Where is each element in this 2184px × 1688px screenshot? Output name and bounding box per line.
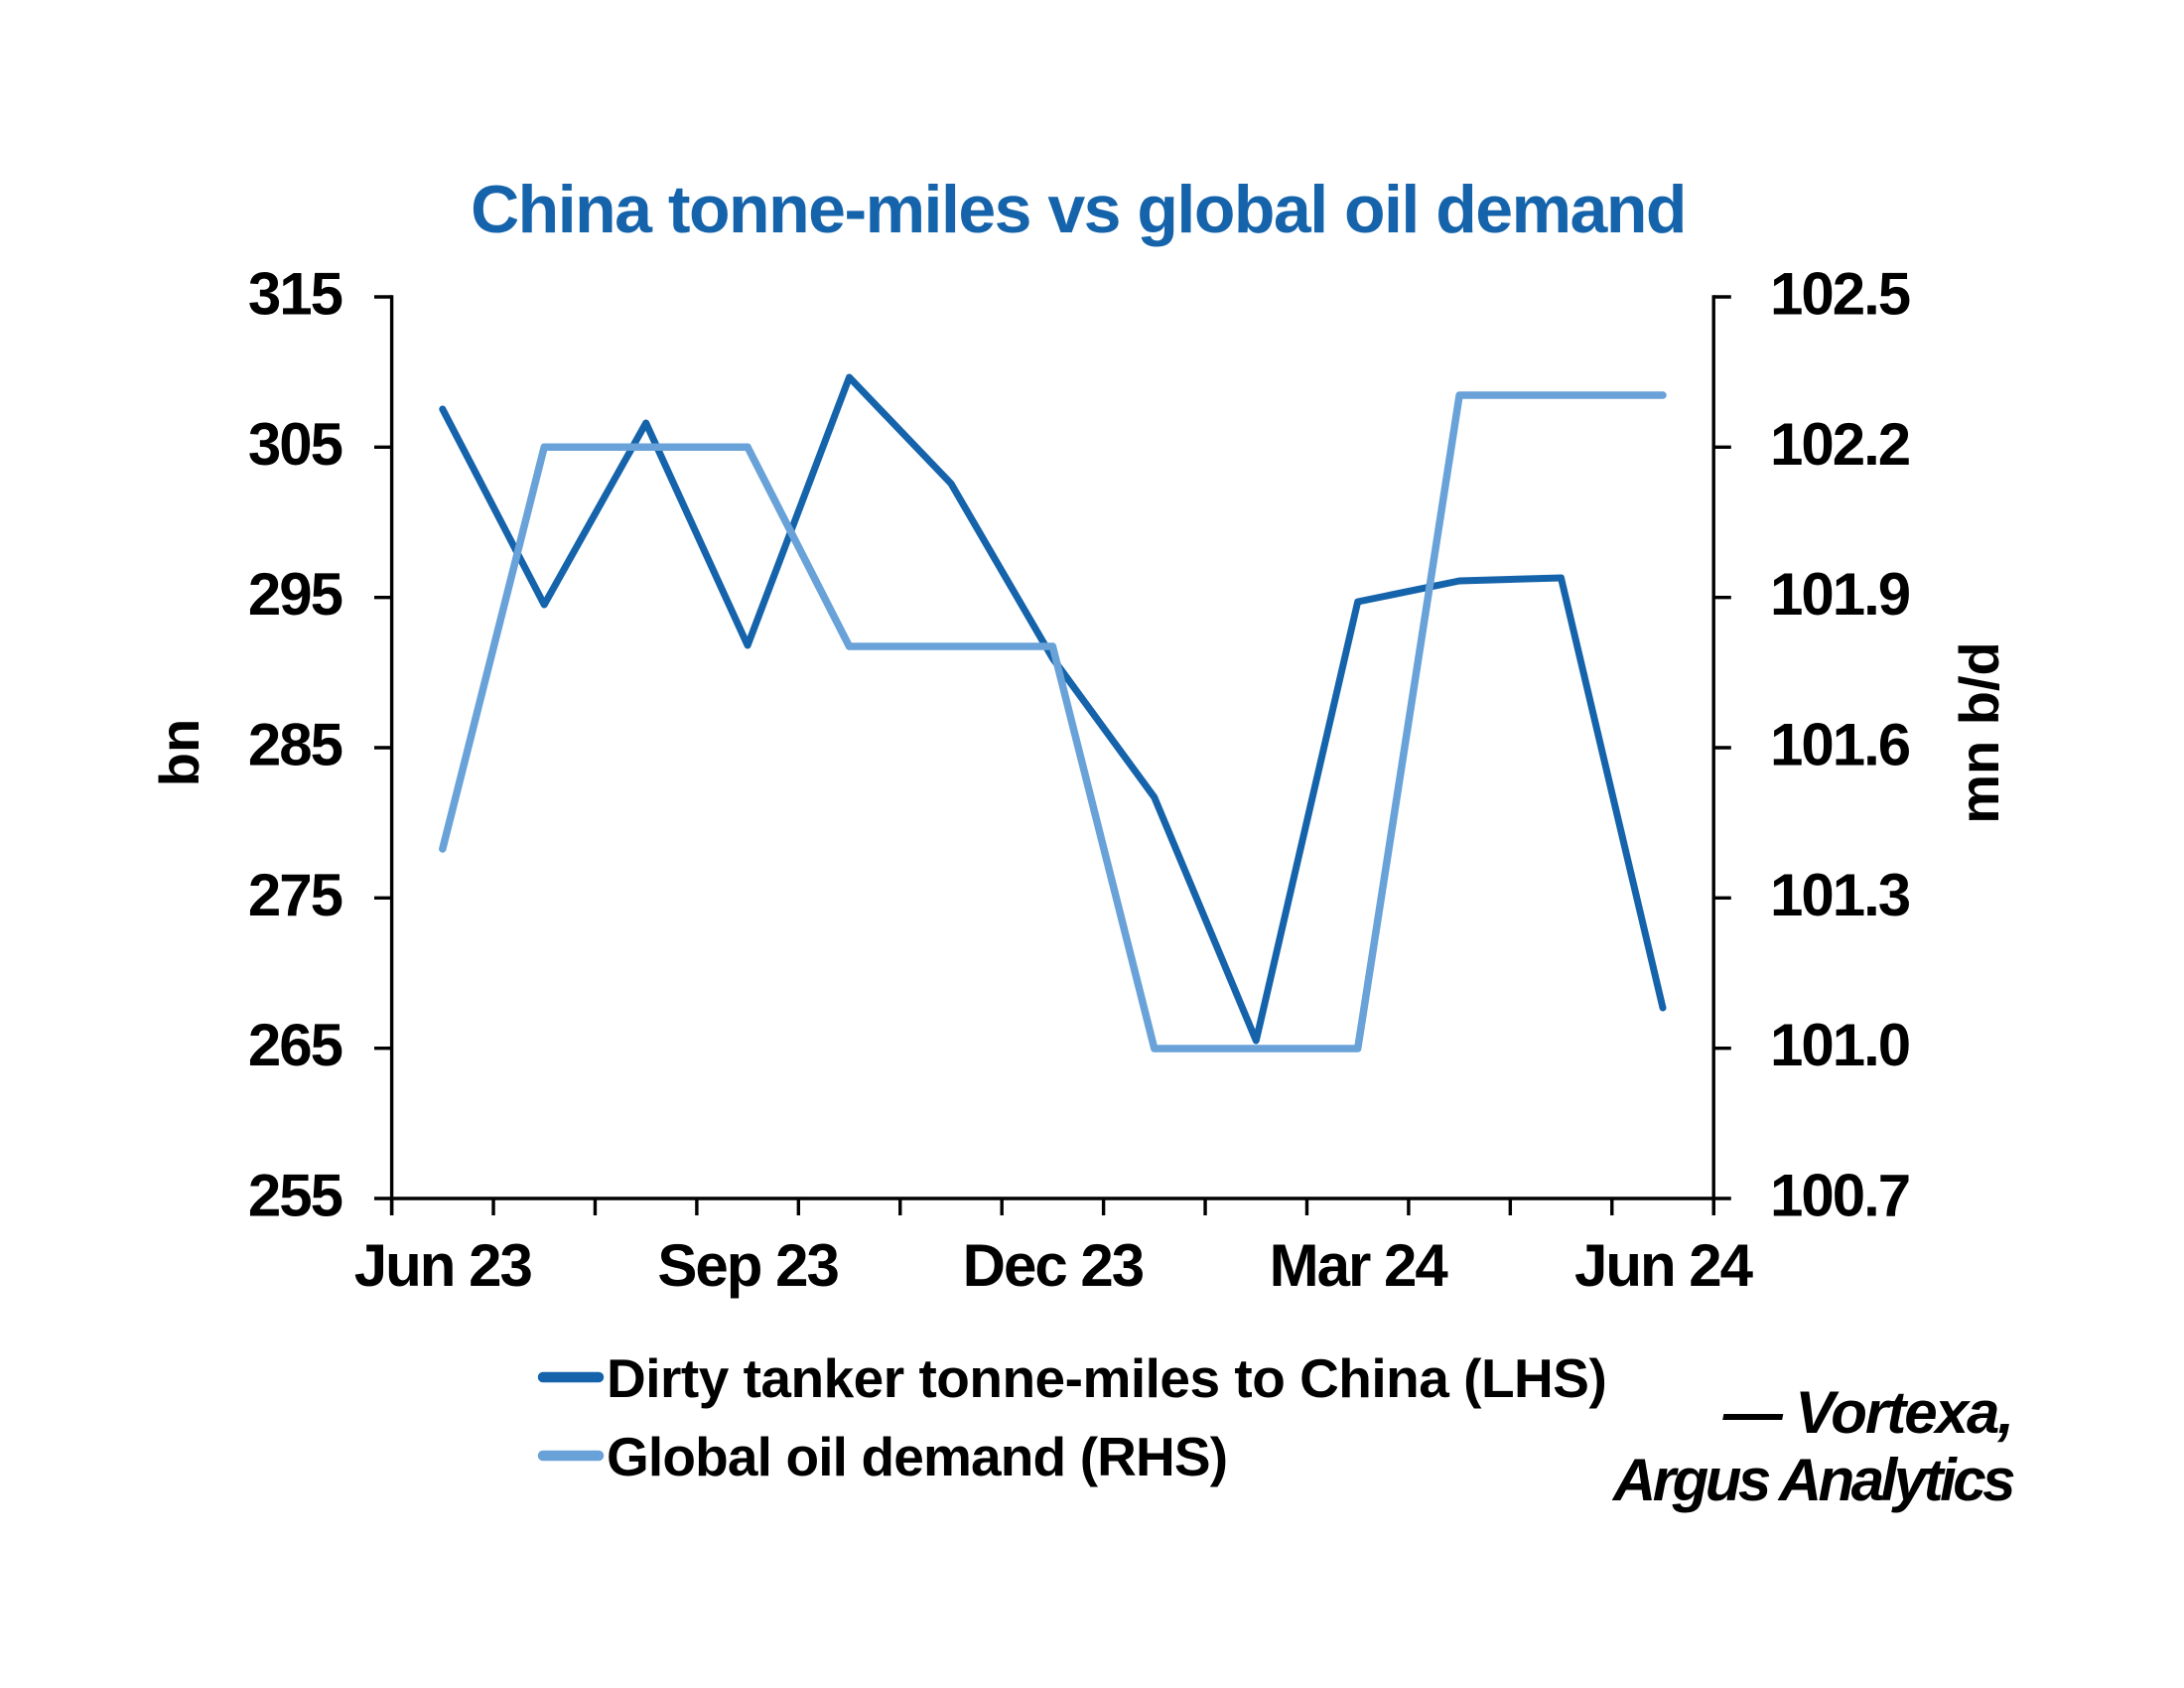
- svg-text:102.2: 102.2: [1770, 411, 1909, 478]
- svg-text:Mar 24: Mar 24: [1270, 1232, 1449, 1299]
- svg-text:305: 305: [248, 411, 342, 478]
- svg-text:Global oil demand (RHS): Global oil demand (RHS): [607, 1426, 1227, 1487]
- svg-text:China tonne-miles vs global oi: China tonne-miles vs global oil demand: [471, 172, 1686, 247]
- svg-text:275: 275: [248, 862, 342, 928]
- svg-text:265: 265: [248, 1012, 342, 1078]
- svg-text:Dec 23: Dec 23: [963, 1232, 1144, 1299]
- svg-text:mn b/d: mn b/d: [1948, 641, 2010, 824]
- svg-text:100.7: 100.7: [1770, 1163, 1909, 1229]
- svg-text:— Vortexa,: — Vortexa,: [1722, 1379, 2012, 1446]
- svg-text:295: 295: [248, 561, 342, 628]
- svg-text:Sep 23: Sep 23: [657, 1232, 838, 1299]
- svg-text:285: 285: [248, 712, 342, 778]
- svg-text:101.9: 101.9: [1770, 561, 1910, 628]
- svg-text:101.3: 101.3: [1770, 862, 1910, 928]
- svg-text:bn: bn: [148, 719, 210, 786]
- svg-text:Dirty tanker tonne-miles to Ch: Dirty tanker tonne-miles to China (LHS): [607, 1347, 1606, 1409]
- svg-text:315: 315: [248, 261, 342, 328]
- svg-text:101.0: 101.0: [1770, 1012, 1909, 1078]
- svg-text:255: 255: [248, 1163, 342, 1229]
- svg-text:101.6: 101.6: [1770, 712, 1910, 778]
- svg-text:Argus Analytics: Argus Analytics: [1611, 1447, 2014, 1513]
- svg-text:102.5: 102.5: [1770, 261, 1910, 328]
- svg-text:Jun 24: Jun 24: [1574, 1232, 1754, 1299]
- svg-text:Jun 23: Jun 23: [354, 1232, 532, 1299]
